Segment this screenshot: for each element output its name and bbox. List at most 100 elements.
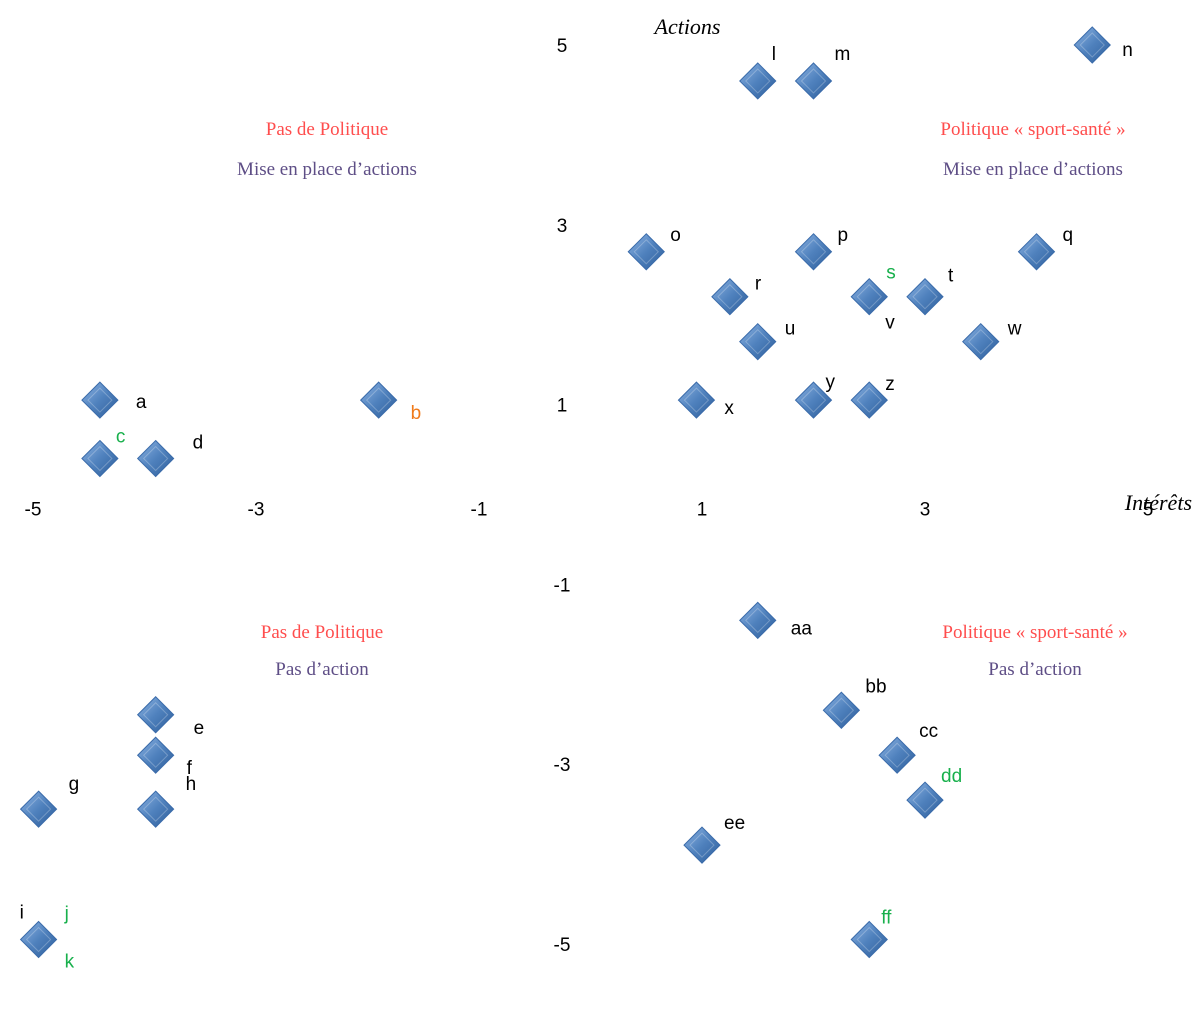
data-point-marker — [906, 781, 944, 819]
data-point-label: e — [194, 718, 205, 739]
data-point-marker — [1073, 26, 1111, 64]
data-point-label: r — [755, 274, 762, 295]
data-point-marker-bevel — [365, 387, 392, 413]
data-point-label: q — [1063, 225, 1074, 246]
data-point-marker-bevel — [800, 387, 827, 413]
data-point-marker — [850, 381, 888, 419]
quadrant-action-label: Pas d’action — [275, 659, 369, 680]
quadrant-policy-label: Pas de Politique — [261, 622, 383, 643]
data-point-marker — [878, 736, 916, 774]
data-point-label: aa — [791, 618, 813, 639]
y-tick-label: 5 — [557, 36, 568, 57]
data-point-marker-bevel — [87, 445, 113, 472]
data-point-marker-bevel — [884, 742, 910, 768]
data-point-label: l — [772, 44, 776, 65]
data-point-label: i — [20, 903, 24, 924]
data-point-marker — [739, 322, 777, 361]
data-point-marker-bevel — [856, 387, 882, 413]
data-point-marker-bevel — [912, 284, 938, 310]
data-point-label: b — [411, 403, 422, 424]
data-point-label: c — [116, 427, 126, 448]
data-point-marker-bevel — [856, 284, 882, 310]
data-point-label: u — [785, 319, 796, 340]
data-point-marker — [962, 322, 1000, 361]
data-point-label: s — [886, 263, 896, 284]
x-tick-label: 5 — [1143, 500, 1154, 521]
x-tick-label: -3 — [248, 500, 265, 521]
data-point-label: ff — [881, 908, 892, 929]
quadrant-action-label: Mise en place d’actions — [237, 159, 417, 180]
data-point-label: dd — [941, 766, 962, 787]
data-point-label: z — [885, 374, 895, 395]
data-point-marker — [627, 233, 665, 271]
data-point-marker-bevel — [968, 328, 994, 355]
data-point-marker-bevel — [689, 832, 715, 858]
data-point-label: w — [1007, 319, 1022, 340]
y-tick-label: -1 — [554, 575, 571, 596]
data-point-marker — [739, 62, 777, 100]
data-point-marker-bevel — [142, 742, 169, 768]
data-point-marker-bevel — [912, 787, 938, 813]
data-point-marker — [136, 736, 175, 774]
quadrant-policy-label: Pas de Politique — [266, 119, 388, 140]
data-point-marker — [850, 278, 888, 316]
data-point-marker — [81, 439, 119, 478]
data-point-marker-bevel — [800, 68, 827, 94]
quadrant-action-label: Mise en place d’actions — [943, 159, 1123, 180]
data-point-marker — [906, 278, 944, 316]
data-point-label: y — [826, 372, 836, 393]
data-point-marker-bevel — [633, 239, 659, 265]
data-point-label: n — [1122, 40, 1133, 61]
data-point-marker — [1017, 233, 1056, 271]
data-point-marker — [794, 233, 833, 271]
data-point-marker-bevel — [142, 796, 169, 822]
quadrant-titles: Pas de Politique Mise en place d’actions P… — [237, 119, 1128, 680]
data-point-label: bb — [865, 676, 886, 697]
data-point-marker — [359, 381, 398, 419]
data-point-marker — [136, 439, 175, 478]
data-point-label: v — [885, 313, 895, 334]
quadrant-policy-label: Politique « sport-santé » — [942, 622, 1127, 643]
y-tick-label: -3 — [554, 755, 571, 776]
data-point-label: ee — [724, 813, 745, 834]
data-point-marker-bevel — [1023, 239, 1050, 265]
data-point-label: o — [670, 225, 681, 246]
data-point-marker-bevel — [142, 702, 169, 728]
x-tick-label: 3 — [920, 500, 931, 521]
data-point-label: p — [838, 225, 849, 246]
data-point-marker — [677, 381, 716, 419]
data-point-label: k — [65, 952, 75, 973]
data-point-marker-bevel — [87, 387, 113, 413]
data-point-marker — [19, 790, 58, 828]
data-point-marker — [683, 826, 721, 864]
data-point-label: h — [186, 774, 197, 795]
y-axis-title: Actions — [653, 14, 721, 39]
data-point-marker — [822, 691, 861, 729]
data-point-marker — [739, 601, 777, 640]
x-axis-title: Intérêts — [1124, 490, 1192, 515]
x-tick-label: -1 — [471, 500, 488, 521]
data-point-marker — [81, 381, 119, 419]
data-point-label: j — [64, 904, 69, 925]
data-point-label: a — [136, 392, 147, 413]
data-point-marker — [136, 696, 175, 734]
data-point-marker — [794, 62, 833, 100]
data-point-label: cc — [919, 721, 938, 742]
data-point-marker-bevel — [745, 607, 771, 634]
data-point-marker-bevel — [745, 68, 771, 94]
data-point-label: d — [193, 433, 204, 454]
data-point-marker — [794, 381, 833, 419]
data-point-marker-bevel — [800, 239, 827, 265]
x-tick-label: -5 — [25, 500, 42, 521]
data-point-marker-bevel — [717, 284, 743, 310]
quadrant-action-label: Pas d’action — [988, 659, 1082, 680]
data-point-marker-bevel — [745, 328, 771, 355]
data-point-marker-bevel — [828, 697, 855, 723]
y-tick-label: -5 — [554, 935, 571, 956]
data-point-marker — [136, 790, 175, 828]
data-point-label: m — [835, 44, 851, 65]
data-point-marker-bevel — [142, 445, 169, 472]
data-point-marker — [711, 278, 749, 316]
x-tick-label: 1 — [697, 500, 708, 521]
